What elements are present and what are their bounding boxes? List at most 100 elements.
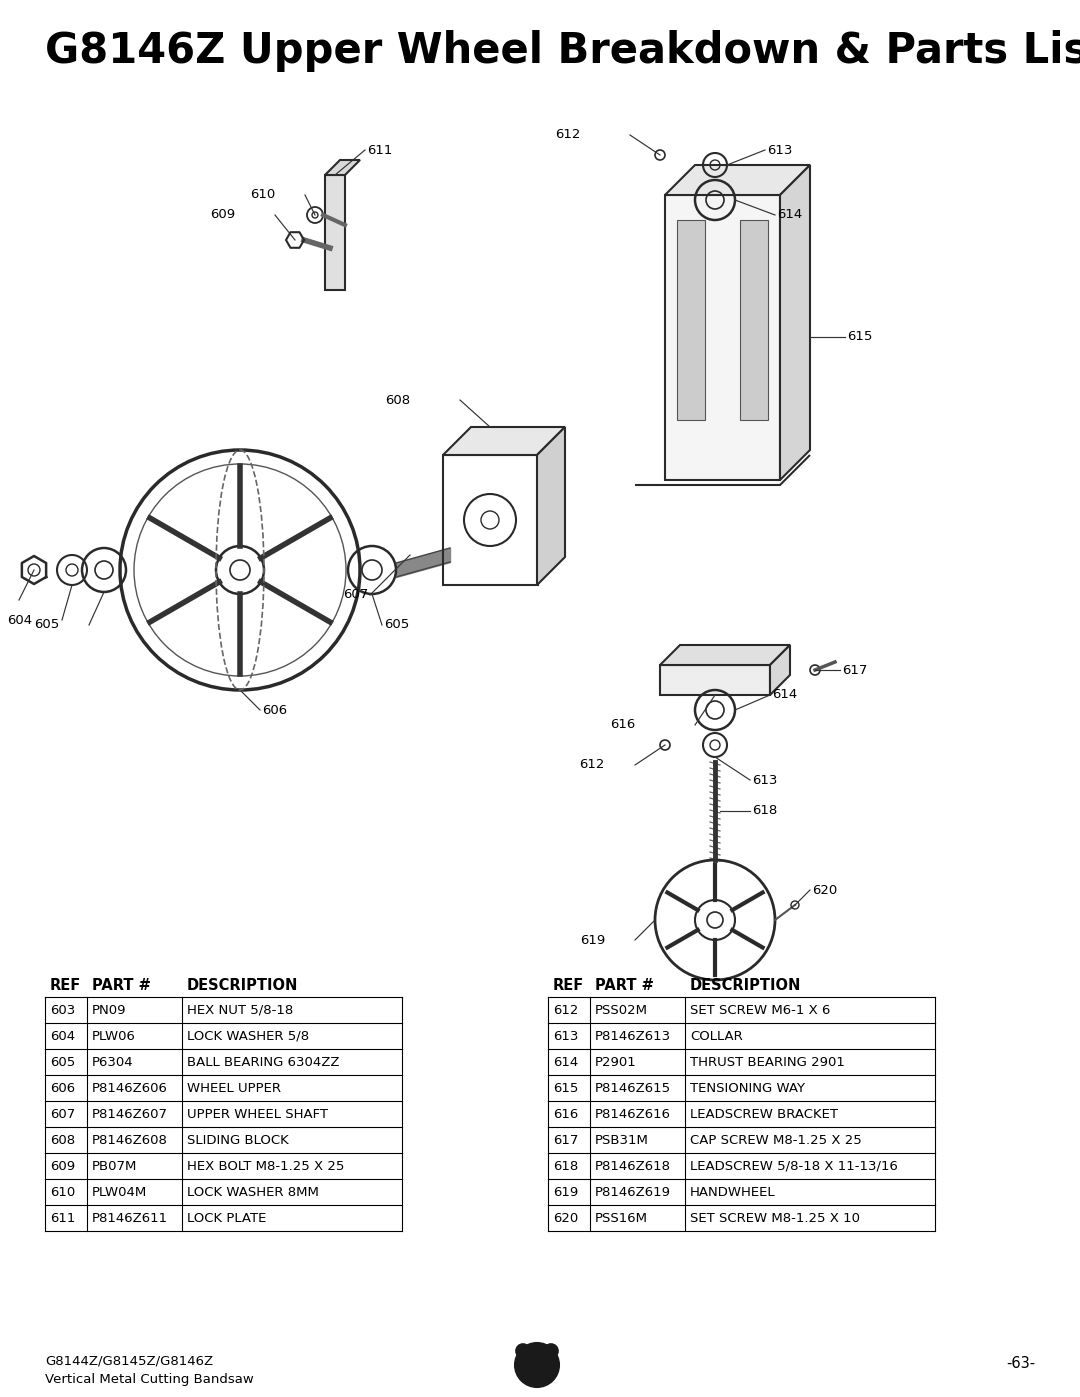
Text: 612: 612 xyxy=(553,1003,579,1017)
Text: TENSIONING WAY: TENSIONING WAY xyxy=(690,1081,805,1094)
Text: THRUST BEARING 2901: THRUST BEARING 2901 xyxy=(690,1056,845,1069)
Circle shape xyxy=(515,1343,559,1387)
Text: P8146Z619: P8146Z619 xyxy=(595,1186,671,1199)
Text: 618: 618 xyxy=(553,1160,578,1172)
Text: 605: 605 xyxy=(50,1056,76,1069)
Circle shape xyxy=(519,1347,527,1355)
Text: 613: 613 xyxy=(752,774,778,787)
Text: P8146Z607: P8146Z607 xyxy=(92,1108,168,1120)
Text: 607: 607 xyxy=(342,588,368,602)
Text: 615: 615 xyxy=(553,1081,579,1094)
Text: P6304: P6304 xyxy=(92,1056,134,1069)
Text: LEADSCREW 5/8-18 X 11-13/16: LEADSCREW 5/8-18 X 11-13/16 xyxy=(690,1160,897,1172)
Text: 612: 612 xyxy=(555,129,580,141)
Text: LOCK WASHER 8MM: LOCK WASHER 8MM xyxy=(187,1186,319,1199)
Circle shape xyxy=(527,1356,534,1363)
Text: 616: 616 xyxy=(553,1108,578,1120)
Text: 614: 614 xyxy=(772,689,797,701)
Text: P8146Z608: P8146Z608 xyxy=(92,1133,167,1147)
Text: SET SCREW M8-1.25 X 10: SET SCREW M8-1.25 X 10 xyxy=(690,1211,860,1225)
Text: P8146Z606: P8146Z606 xyxy=(92,1081,167,1094)
Text: PART #: PART # xyxy=(595,978,653,993)
Text: CAP SCREW M8-1.25 X 25: CAP SCREW M8-1.25 X 25 xyxy=(690,1133,862,1147)
Text: 610: 610 xyxy=(50,1186,76,1199)
Text: 620: 620 xyxy=(812,883,837,897)
Text: 618: 618 xyxy=(752,805,778,817)
Text: 620: 620 xyxy=(553,1211,578,1225)
Text: 610: 610 xyxy=(249,189,275,201)
Polygon shape xyxy=(780,165,810,481)
Polygon shape xyxy=(665,165,810,196)
Text: 614: 614 xyxy=(777,208,802,222)
Text: 615: 615 xyxy=(847,331,873,344)
Bar xyxy=(677,219,705,420)
Text: 611: 611 xyxy=(50,1211,76,1225)
Text: 616: 616 xyxy=(610,718,635,732)
Text: Vertical Metal Cutting Bandsaw: Vertical Metal Cutting Bandsaw xyxy=(45,1373,254,1386)
Text: 617: 617 xyxy=(553,1133,579,1147)
Text: SLIDING BLOCK: SLIDING BLOCK xyxy=(187,1133,288,1147)
Circle shape xyxy=(516,1344,530,1358)
Text: PN09: PN09 xyxy=(92,1003,126,1017)
Text: REF: REF xyxy=(553,978,584,993)
Text: HEX NUT 5/8-18: HEX NUT 5/8-18 xyxy=(187,1003,294,1017)
Text: P2901: P2901 xyxy=(595,1056,637,1069)
Polygon shape xyxy=(443,427,565,455)
Text: P8146Z616: P8146Z616 xyxy=(595,1108,671,1120)
Text: 606: 606 xyxy=(262,704,287,717)
Text: P8146Z618: P8146Z618 xyxy=(595,1160,671,1172)
Text: UPPER WHEEL SHAFT: UPPER WHEEL SHAFT xyxy=(187,1108,328,1120)
Text: PLW06: PLW06 xyxy=(92,1030,136,1042)
Bar xyxy=(443,455,538,585)
Text: 619: 619 xyxy=(553,1186,578,1199)
Bar xyxy=(740,219,768,420)
Text: 613: 613 xyxy=(553,1030,579,1042)
Text: G8144Z/G8145Z/G8146Z: G8144Z/G8145Z/G8146Z xyxy=(45,1355,213,1368)
Text: 609: 609 xyxy=(210,208,235,222)
Polygon shape xyxy=(325,161,360,175)
Text: 606: 606 xyxy=(50,1081,76,1094)
Text: WHEEL UPPER: WHEEL UPPER xyxy=(187,1081,281,1094)
Text: 613: 613 xyxy=(767,144,793,156)
Text: PB07M: PB07M xyxy=(92,1160,137,1172)
Circle shape xyxy=(532,1365,542,1375)
Text: 608: 608 xyxy=(50,1133,76,1147)
Text: P8146Z615: P8146Z615 xyxy=(595,1081,671,1094)
Polygon shape xyxy=(660,645,789,665)
Text: 612: 612 xyxy=(580,759,605,771)
Text: PART #: PART # xyxy=(92,978,151,993)
Text: 611: 611 xyxy=(367,144,392,156)
Text: 609: 609 xyxy=(50,1160,76,1172)
Circle shape xyxy=(541,1356,546,1363)
Text: LOCK WASHER 5/8: LOCK WASHER 5/8 xyxy=(187,1030,309,1042)
Text: P8146Z613: P8146Z613 xyxy=(595,1030,671,1042)
Text: 619: 619 xyxy=(580,933,605,947)
Text: 617: 617 xyxy=(842,664,867,676)
Text: PSB31M: PSB31M xyxy=(595,1133,649,1147)
Text: 603: 603 xyxy=(50,1003,76,1017)
Text: LOCK PLATE: LOCK PLATE xyxy=(187,1211,267,1225)
Polygon shape xyxy=(537,427,565,585)
Text: 607: 607 xyxy=(50,1108,76,1120)
Text: 608: 608 xyxy=(384,394,410,407)
Text: SET SCREW M6-1 X 6: SET SCREW M6-1 X 6 xyxy=(690,1003,831,1017)
Text: REF: REF xyxy=(50,978,81,993)
Circle shape xyxy=(546,1347,555,1355)
Text: 604: 604 xyxy=(6,613,32,626)
Text: HEX BOLT M8-1.25 X 25: HEX BOLT M8-1.25 X 25 xyxy=(187,1160,345,1172)
Text: DESCRIPTION: DESCRIPTION xyxy=(690,978,801,993)
Text: COLLAR: COLLAR xyxy=(690,1030,743,1042)
Bar xyxy=(665,196,780,481)
Text: G8146Z Upper Wheel Breakdown & Parts List: G8146Z Upper Wheel Breakdown & Parts Lis… xyxy=(45,29,1080,73)
Text: -63-: -63- xyxy=(1005,1356,1035,1372)
Text: DESCRIPTION: DESCRIPTION xyxy=(187,978,298,993)
Text: PSS16M: PSS16M xyxy=(595,1211,648,1225)
Text: PLW04M: PLW04M xyxy=(92,1186,147,1199)
Polygon shape xyxy=(770,645,789,694)
Bar xyxy=(325,175,345,291)
Circle shape xyxy=(544,1344,558,1358)
Text: BALL BEARING 6304ZZ: BALL BEARING 6304ZZ xyxy=(187,1056,339,1069)
Text: LEADSCREW BRACKET: LEADSCREW BRACKET xyxy=(690,1108,838,1120)
Text: PSS02M: PSS02M xyxy=(595,1003,648,1017)
Text: 604: 604 xyxy=(50,1030,76,1042)
